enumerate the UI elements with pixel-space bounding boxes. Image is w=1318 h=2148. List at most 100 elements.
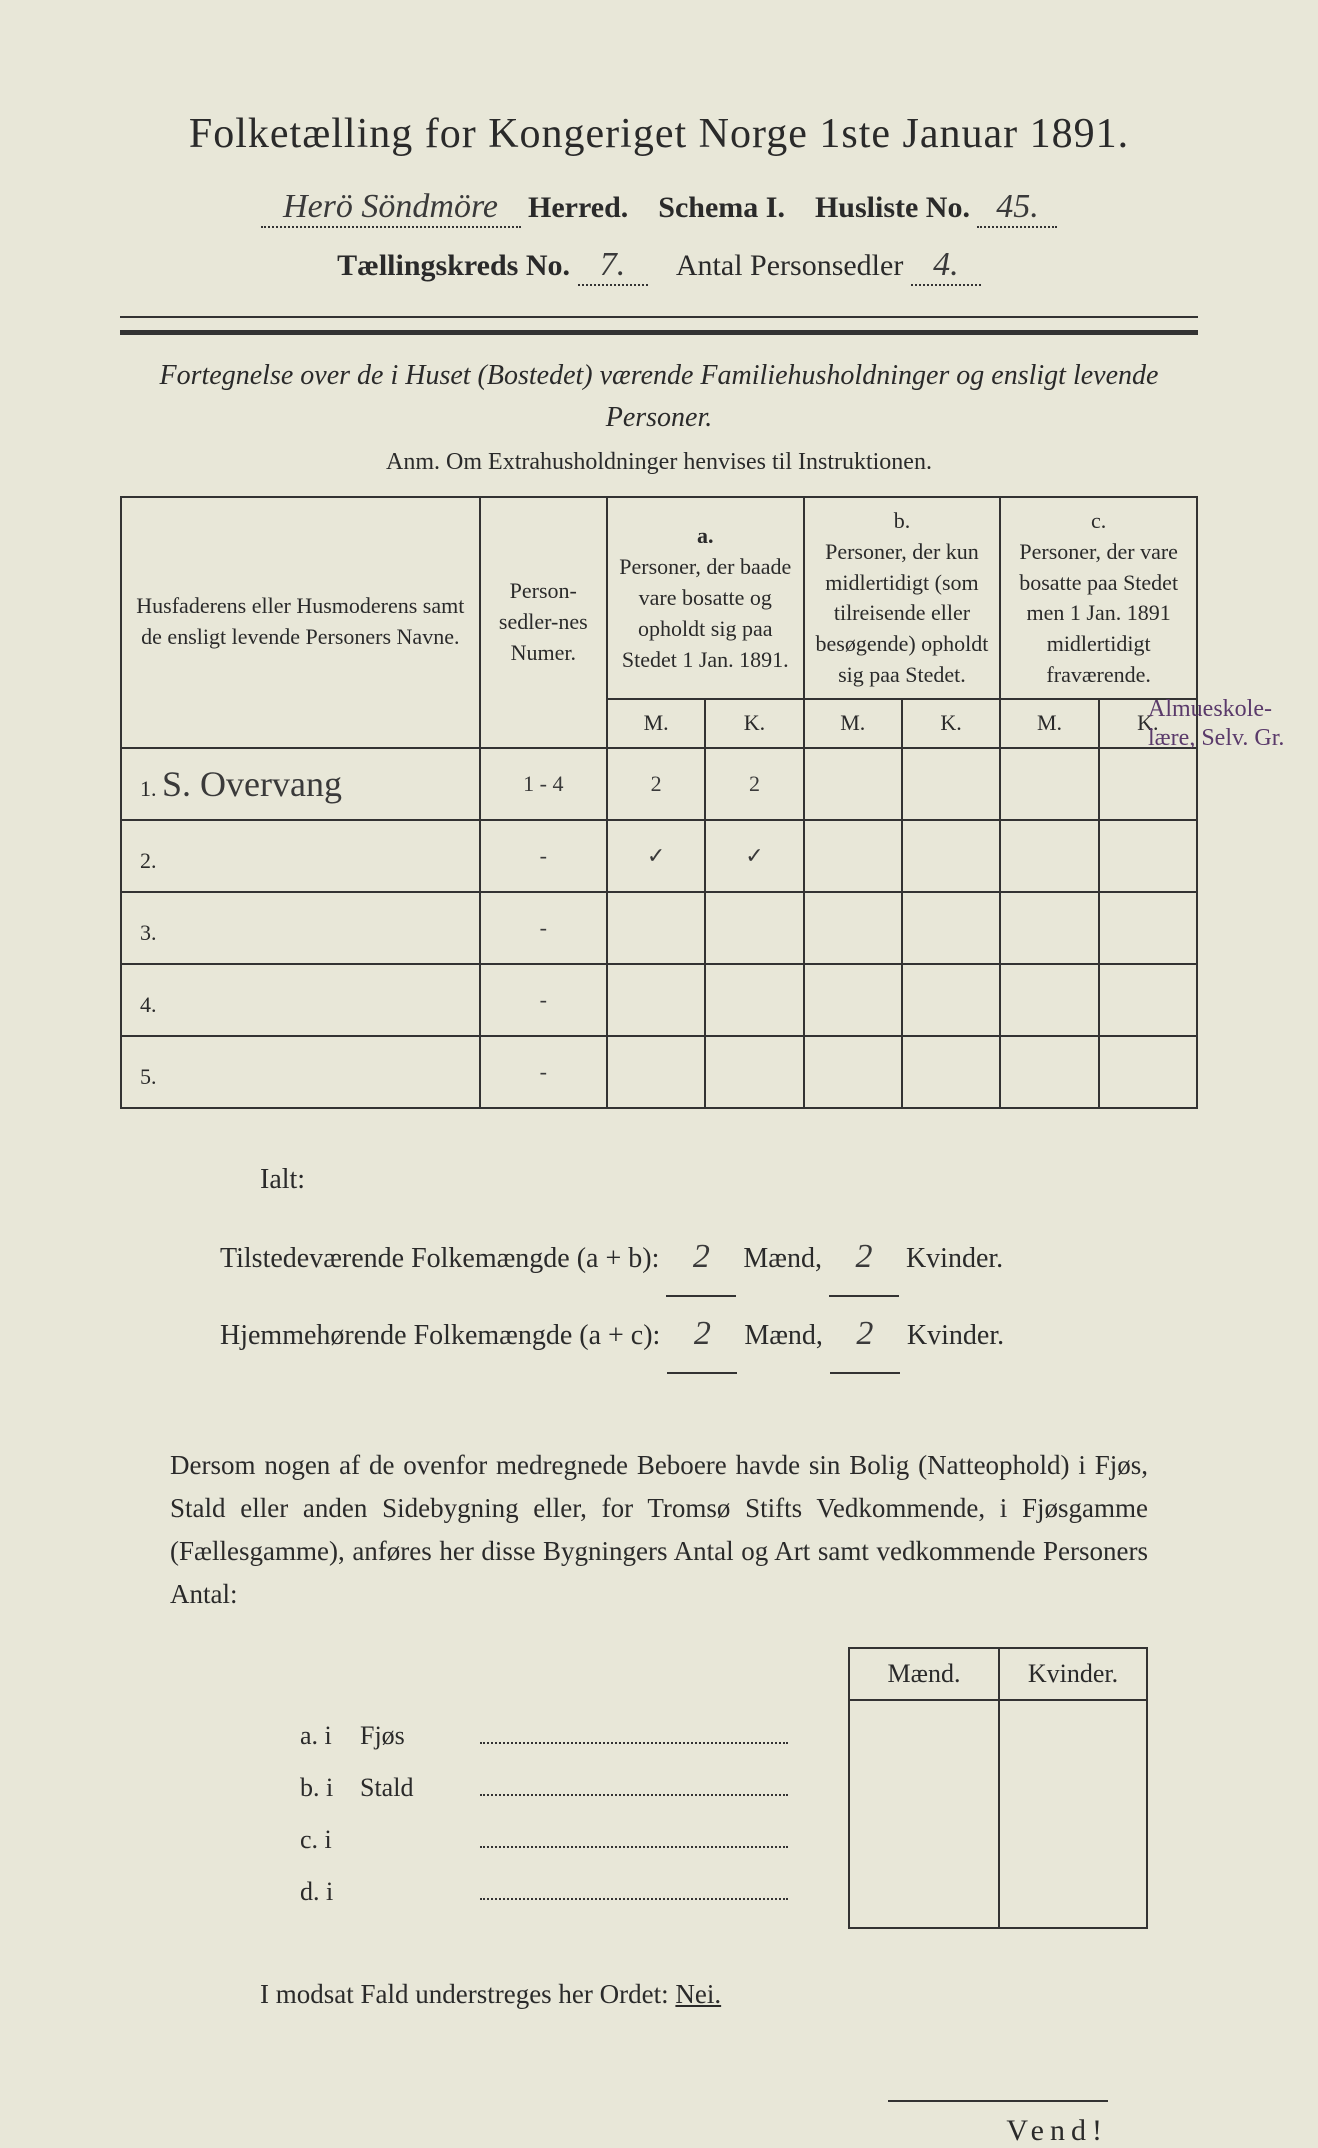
herred-label: Herred. (528, 191, 628, 224)
row-b-k (902, 892, 1000, 964)
rule-thick (120, 330, 1198, 335)
row-num-hw: - (480, 820, 607, 892)
kreds-value: 7. (578, 246, 648, 286)
tl2-label: Hjemmehørende Folkemængde (a + c): (220, 1320, 660, 1351)
bottom-row-label: d. i (300, 1877, 360, 1907)
th-a-text: Personer, der baade vare bosatte og opho… (619, 554, 791, 671)
row-a-m (607, 1036, 705, 1108)
totals-block: Ialt: Tilstedeværende Folkemængde (a + b… (220, 1149, 1118, 1374)
husliste-label: Husliste No. (815, 191, 970, 224)
th-b: b. Personer, der kun midlertidigt (som t… (804, 497, 1001, 699)
bottom-list-row: b. iStald (300, 1773, 798, 1825)
table-row: 3. - (121, 892, 1197, 964)
row-c-m (1000, 1036, 1098, 1108)
tl1-k: 2 (829, 1220, 899, 1297)
bottom-row-text: Stald (360, 1773, 480, 1803)
th-names: Husfaderens eller Husmoderens samt de en… (121, 497, 480, 748)
herred-value: Herö Söndmöre (261, 188, 521, 228)
row-b-k (902, 748, 1000, 820)
row-number: 1. (140, 776, 157, 801)
table-row: 5. - (121, 1036, 1197, 1108)
tl1-m: 2 (666, 1220, 736, 1297)
row-a-k (705, 892, 803, 964)
maend-header: Mænd. (848, 1647, 998, 1701)
th-a-k: K. (705, 699, 803, 748)
husliste-value: 45. (977, 188, 1057, 228)
row-a-m: 2 (607, 748, 705, 820)
antal-value: 4. (911, 246, 981, 286)
tl2-m: 2 (667, 1297, 737, 1374)
th-b-text: Personer, der kun midlertidigt (som tilr… (816, 539, 989, 687)
kvinder-header: Kvinder. (998, 1647, 1148, 1701)
tl2-klab: Kvinder. (907, 1320, 1004, 1351)
bottom-list-row: c. i (300, 1825, 798, 1877)
mk-header: Mænd. Kvinder. (210, 1647, 1148, 1701)
anm-line: Anm. Om Extrahusholdninger henvises til … (120, 449, 1198, 476)
row-c-k (1099, 820, 1197, 892)
row-a-m (607, 892, 705, 964)
th-c-text: Personer, der vare bosatte paa Stedet me… (1019, 539, 1178, 687)
row-name-cell: 3. (121, 892, 480, 964)
ialt-label: Ialt: (260, 1149, 1118, 1211)
row-b-m (804, 892, 902, 964)
row-b-k (902, 964, 1000, 1036)
row-name-cell: 5. (121, 1036, 480, 1108)
bottom-row-text: Fjøs (360, 1721, 480, 1751)
th-a-m: M. (607, 699, 705, 748)
dotted-line (480, 1742, 788, 1744)
vend-label: Vend! (888, 2100, 1108, 2148)
anm-text: Om Extrahusholdninger henvises til Instr… (446, 449, 932, 475)
bottom-left-list: a. iFjøsb. iStaldc. id. i (300, 1721, 798, 1929)
tl1-klab: Kvinder. (906, 1243, 1003, 1274)
row-c-m (1000, 892, 1098, 964)
antal-label: Antal Personsedler (676, 249, 903, 282)
kreds-label: Tællingskreds No. (337, 249, 570, 282)
row-a-k: 2 (705, 748, 803, 820)
total-line-2: Hjemmehørende Folkemængde (a + c): 2 Mæn… (220, 1297, 1118, 1374)
th-numer: Person-sedler-nes Numer. (480, 497, 607, 748)
th-a: a. Personer, der baade vare bosatte og o… (607, 497, 804, 699)
row-num-hw: - (480, 964, 607, 1036)
th-b-m: M. (804, 699, 902, 748)
dotted-line (480, 1898, 788, 1900)
row-c-k (1099, 748, 1197, 820)
row-num-hw: - (480, 892, 607, 964)
tl2-mlab: Mænd, (744, 1320, 823, 1351)
th-c-m: M. (1000, 699, 1098, 748)
nei-word: Nei. (675, 1979, 721, 2009)
tl1-label: Tilstedeværende Folkemængde (a + b): (220, 1243, 659, 1274)
main-table: Husfaderens eller Husmoderens samt de en… (120, 496, 1198, 1109)
row-c-k (1099, 892, 1197, 964)
margin-annotation: Almueskole-lære, Selv. Gr. (1148, 695, 1288, 753)
th-b-k: K. (902, 699, 1000, 748)
kvinder-col (998, 1701, 1148, 1927)
row-num-hw: 1 - 4 (480, 748, 607, 820)
th-b-label: b. (894, 508, 911, 533)
bottom-row-label: a. i (300, 1721, 360, 1751)
row-a-m (607, 964, 705, 1036)
bottom-row-label: b. i (300, 1773, 360, 1803)
bottom-list-row: d. i (300, 1877, 798, 1929)
row-number: 2. (140, 848, 157, 873)
table-row: 1. S. Overvang1 - 422 (121, 748, 1197, 820)
bottom-list-row: a. iFjøs (300, 1721, 798, 1773)
row-number: 5. (140, 1064, 157, 1089)
row-b-m (804, 820, 902, 892)
row-number: 4. (140, 992, 157, 1017)
bottom-rows: a. iFjøsb. iStaldc. id. i (210, 1701, 1148, 1929)
subtitle: Fortegnelse over de i Huset (Bostedet) v… (120, 355, 1198, 439)
row-num-hw: - (480, 1036, 607, 1108)
total-line-1: Tilstedeværende Folkemængde (a + b): 2 M… (220, 1220, 1118, 1297)
page-title: Folketælling for Kongeriget Norge 1ste J… (120, 110, 1198, 158)
table-row: 4. - (121, 964, 1197, 1036)
row-name-hw: S. Overvang (162, 764, 342, 804)
th-a-label: a. (697, 523, 714, 548)
dotted-line (480, 1794, 788, 1796)
row-c-m (1000, 964, 1098, 1036)
row-b-m (804, 1036, 902, 1108)
th-names-text: Husfaderens eller Husmoderens samt de en… (136, 593, 464, 649)
modsat-text: I modsat Fald understreges her Ordet: (260, 1979, 675, 2009)
modsat-line: I modsat Fald understreges her Ordet: Ne… (260, 1979, 1198, 2010)
row-name-cell: 4. (121, 964, 480, 1036)
header-line-3: Tællingskreds No. 7. Antal Personsedler … (120, 246, 1198, 286)
